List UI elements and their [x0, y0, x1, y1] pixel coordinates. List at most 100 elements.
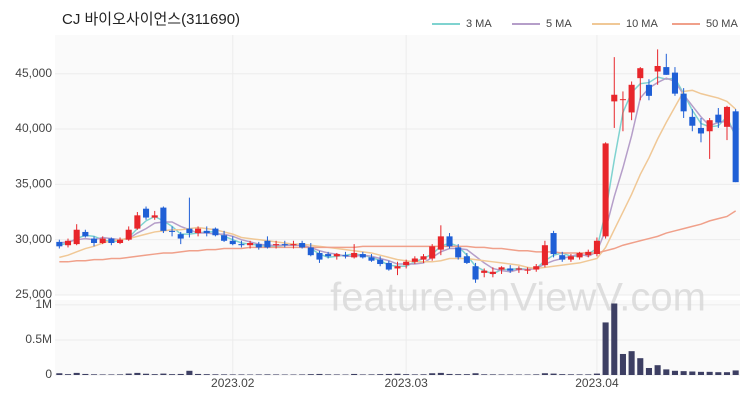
candle-body: [611, 94, 618, 102]
candle-body: [576, 252, 583, 258]
candle-body: [515, 268, 522, 270]
volume-bar: [559, 374, 566, 375]
volume-bar: [151, 374, 158, 375]
volume-bar: [645, 367, 652, 375]
candle-body: [195, 228, 202, 234]
candle-body: [316, 252, 323, 260]
volume-bar: [533, 374, 540, 375]
candle-body: [186, 228, 193, 234]
candle-body: [342, 255, 349, 257]
volume-bar: [264, 374, 271, 375]
candle-body: [680, 93, 687, 112]
volume-bar: [472, 373, 479, 375]
volume-bar: [689, 371, 696, 375]
volume-bar: [611, 303, 618, 375]
candle-body: [169, 230, 176, 232]
candle-body: [203, 230, 210, 234]
volume-bar: [143, 373, 150, 375]
y-tick-label: 1M: [35, 297, 52, 311]
volume-bar: [550, 373, 557, 375]
volume-bar: [680, 371, 687, 375]
volume-bar: [229, 374, 236, 375]
volume-bar: [723, 372, 731, 375]
chart-title: CJ 바이오사이언스(311690): [62, 11, 240, 28]
legend-label: 3 MA: [466, 18, 492, 30]
candle-body: [368, 257, 375, 261]
candle-body: [541, 245, 548, 266]
volume-bar: [299, 374, 306, 375]
candle-body: [498, 267, 505, 270]
volume-bar: [654, 365, 661, 375]
candle-body: [585, 251, 592, 256]
volume-bar: [177, 373, 184, 375]
candle-body: [706, 120, 713, 132]
candle-body: [463, 256, 470, 263]
price-panel: [55, 35, 740, 295]
candle-body: [99, 238, 106, 243]
volume-bar: [186, 370, 193, 375]
volume-bar: [498, 374, 505, 375]
volume-bar: [99, 374, 106, 375]
y-tick-label: 25,000: [15, 287, 52, 301]
candle-body: [524, 269, 531, 271]
candle-body: [82, 231, 89, 237]
volume-bar: [637, 358, 644, 375]
candle-body: [264, 240, 271, 248]
y-tick-label: 0.5M: [25, 332, 52, 346]
candle-body: [351, 252, 358, 258]
candle-body: [429, 246, 436, 259]
candle-body: [411, 258, 418, 262]
candle-body: [507, 268, 514, 271]
candle-body: [715, 114, 722, 123]
candle-body: [593, 240, 600, 255]
candle-body: [177, 234, 184, 239]
volume-bar: [715, 372, 722, 375]
volume-bar: [619, 353, 626, 375]
volume-bar: [238, 374, 245, 375]
candle-body: [437, 236, 444, 250]
volume-bar: [602, 322, 609, 375]
x-tick-label: 2023.02: [211, 376, 255, 390]
volume-bar: [212, 374, 219, 375]
y-tick-label: 45,000: [15, 66, 52, 80]
candle-body: [481, 270, 488, 273]
candle-body: [73, 229, 80, 245]
candle-body: [446, 236, 453, 247]
volume-bar: [169, 374, 176, 375]
volume-bar: [429, 373, 436, 375]
candle-body: [723, 106, 731, 127]
candle-body: [403, 261, 410, 266]
candle-body: [489, 271, 496, 274]
candle-body: [56, 241, 63, 247]
y-tick-label: 0: [45, 367, 52, 381]
volume-bar: [585, 374, 592, 375]
volume-bar: [90, 374, 98, 375]
candle-body: [281, 244, 288, 246]
candle-body: [247, 243, 254, 246]
candle-body: [255, 244, 262, 248]
candle-body: [290, 244, 297, 246]
legend-label: 5 MA: [546, 18, 572, 30]
candle-body: [385, 262, 392, 270]
volume-bar: [403, 374, 410, 375]
candle-body: [567, 256, 574, 260]
volume-bar: [221, 374, 228, 375]
volume-bar: [160, 373, 167, 375]
candle-body: [212, 228, 219, 236]
volume-bar: [273, 374, 280, 375]
volume-bar: [368, 374, 375, 375]
volume-bar: [64, 374, 72, 375]
candle-body: [559, 255, 566, 260]
candle-body: [143, 208, 150, 218]
volume-bar: [507, 374, 514, 375]
candle-body: [151, 215, 158, 218]
volume-bar: [56, 373, 63, 375]
candle-body: [628, 84, 635, 113]
candle-body: [377, 259, 384, 265]
volume-bar: [377, 374, 384, 375]
candle-body: [420, 256, 427, 260]
y-tick-label: 40,000: [15, 121, 52, 135]
candle-body: [299, 243, 306, 248]
candle-body: [221, 235, 228, 241]
